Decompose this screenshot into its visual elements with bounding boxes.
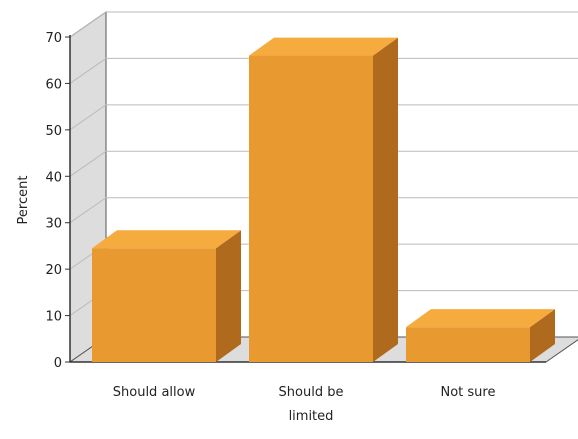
gridline <box>69 11 578 38</box>
x-tick-label-line: Should allow <box>113 385 196 400</box>
y-tick-labels: 0 10 20 30 40 50 60 70 <box>45 31 62 371</box>
x-tick-label: Not sure <box>441 385 496 400</box>
bar-top <box>249 37 398 56</box>
x-tick-label: Should be limited <box>279 385 344 424</box>
y-axis-label: Percent <box>16 176 31 225</box>
bars <box>92 37 555 362</box>
bar <box>249 37 398 362</box>
x-tick-label: Should allow <box>113 385 196 400</box>
bar-top <box>406 309 555 328</box>
x-tick-label-line: limited <box>289 409 334 424</box>
gridline <box>69 57 578 84</box>
bar-front <box>406 327 530 362</box>
y-tick-label: 0 <box>54 356 62 371</box>
y-tick-label: 50 <box>45 124 62 139</box>
y-tick-label: 20 <box>45 263 62 278</box>
y-tick-label: 70 <box>45 31 62 46</box>
gridline <box>69 104 578 131</box>
x-tick-label-line: Not sure <box>441 385 496 400</box>
bar <box>406 309 555 362</box>
y-tick-label: 60 <box>45 77 62 92</box>
gridline <box>69 150 578 177</box>
bar-side <box>373 37 398 362</box>
y-tick-label: 40 <box>45 170 62 185</box>
y-tick-label: 30 <box>45 217 62 232</box>
y-tick-label: 10 <box>45 310 62 325</box>
bar <box>92 230 241 362</box>
gridline <box>69 197 578 224</box>
x-tick-labels: Should allow Should be limited Not sure <box>113 385 496 424</box>
bar-front <box>249 55 373 362</box>
bar-side <box>530 309 555 362</box>
gridlines <box>69 11 578 316</box>
bar-top <box>92 230 241 249</box>
x-tick-label-line: Should be <box>279 385 344 400</box>
bar-side <box>216 230 241 362</box>
bar-front <box>92 248 216 362</box>
